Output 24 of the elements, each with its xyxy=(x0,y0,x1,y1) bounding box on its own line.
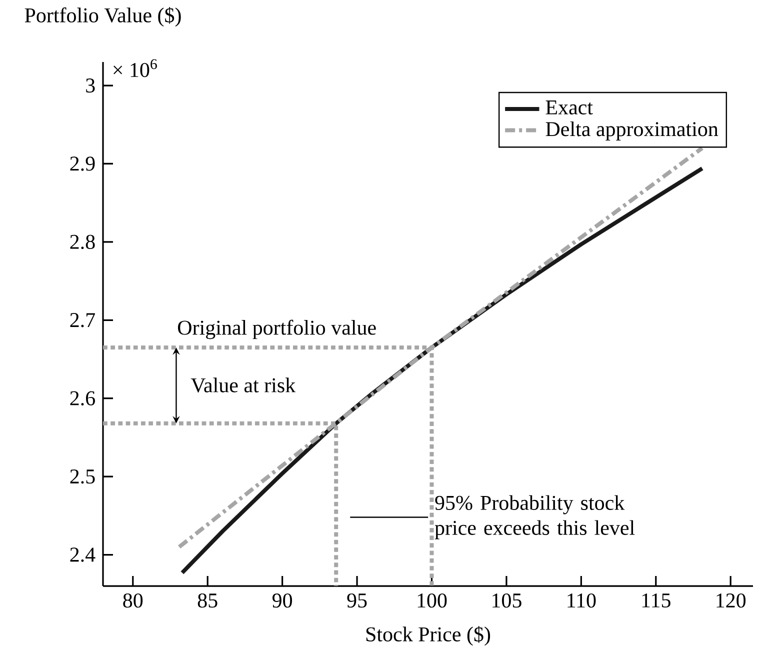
y-tick-label: 2.9 xyxy=(70,156,95,171)
annotation: × 10$^{6}$ xyxy=(114,59,157,78)
annotation: Value at risk xyxy=(190,378,296,392)
y-tick-label: 2.8 xyxy=(70,234,95,250)
legend-label: Delta approximation xyxy=(546,121,718,140)
x-tick-label: 115 xyxy=(642,593,670,608)
x-tick-label: 85 xyxy=(198,593,218,608)
y-tick-label: 2.5 xyxy=(70,469,95,484)
y-axis-title: Portfolio Value ($) xyxy=(24,6,181,27)
y-tick-label: 2.4 xyxy=(70,548,96,562)
x-tick-label: 110 xyxy=(568,593,596,608)
x-tick-label: 90 xyxy=(272,593,292,608)
x-tick-label: 80 xyxy=(123,593,143,608)
x-axis-title: Stock Price ($) xyxy=(366,626,490,646)
y-tick-label: 2.6 xyxy=(70,391,95,406)
y-tick-label: 3 xyxy=(86,78,95,93)
x-tick-label: 120 xyxy=(716,593,746,608)
y-tick-label: 2.7 xyxy=(70,313,95,328)
x-tick-label: 95 xyxy=(347,593,367,608)
annotation: Original portfolio value xyxy=(178,320,376,340)
legend-label: Exact xyxy=(546,100,593,114)
x-tick-label: 100 xyxy=(418,593,447,608)
annotation: 95% Probability stock price exceeds this level xyxy=(434,495,635,540)
x-tick-label: 105 xyxy=(492,593,522,608)
